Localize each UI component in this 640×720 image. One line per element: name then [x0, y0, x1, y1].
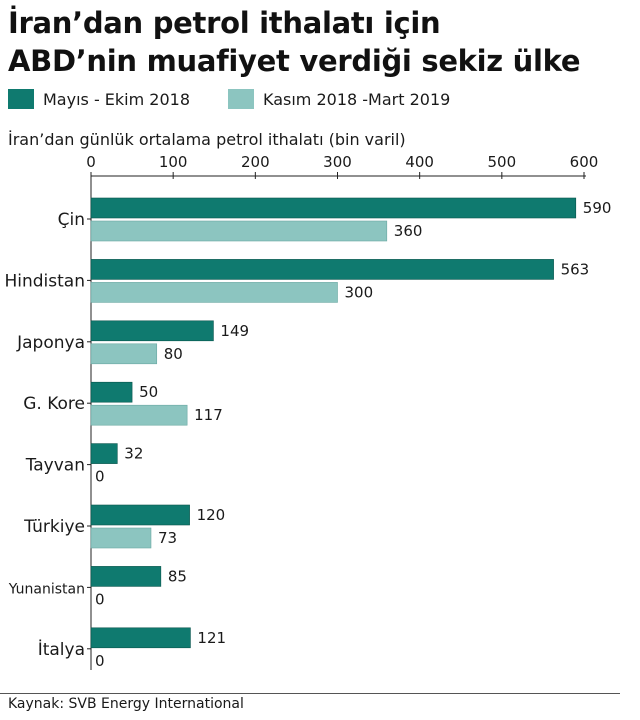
bar-g-kore-nov-mar [90, 404, 188, 426]
data-label-tayvan-may-oct: 32 [124, 445, 143, 463]
category-label-t-rkiye: Türkiye [23, 517, 85, 537]
x-tick-label-400: 400 [405, 153, 434, 171]
bar-japonya-nov-mar [90, 343, 158, 365]
bar-g-kore-may-oct [90, 381, 133, 403]
category-label-hindistan: Hindistan [4, 271, 85, 291]
bar-t-rkiye-nov-mar [90, 527, 152, 549]
category-label-i-talya: İtalya [38, 639, 85, 660]
legend-label-nov-mar: Kasım 2018 -Mart 2019 [263, 89, 451, 109]
bar--in-nov-mar [90, 220, 388, 242]
data-label-hindistan-may-oct: 563 [561, 260, 590, 278]
legend-item-may-oct: Mayıs - Ekim 2018 [8, 86, 190, 112]
x-tick-label-600: 600 [570, 153, 599, 171]
bar-japonya-may-oct [90, 320, 214, 342]
data-label-g-kore-may-oct: 50 [139, 383, 158, 401]
title-line-2: ABD’nin muafiyet verdiği sekiz ülke [8, 44, 581, 78]
x-tick-label-0: 0 [86, 153, 96, 171]
bar-tayvan-may-oct [90, 443, 118, 464]
data-label-japonya-nov-mar: 80 [164, 345, 183, 363]
x-tick-label-500: 500 [488, 153, 517, 171]
source-note: Kaynak: SVB Energy International [8, 696, 244, 712]
data-label-t-rkiye-may-oct: 120 [197, 506, 226, 524]
category-label-g-kore: G. Kore [23, 394, 85, 414]
legend-swatch-may-oct [8, 89, 34, 109]
x-tick-label-200: 200 [241, 153, 270, 171]
legend: Mayıs - Ekim 2018 Kasım 2018 -Mart 2019 [8, 86, 633, 112]
data-label-g-kore-nov-mar: 117 [194, 406, 223, 424]
category-label-japonya: Japonya [16, 333, 85, 353]
legend-item-nov-mar: Kasım 2018 -Mart 2019 [228, 86, 450, 112]
data-label-yunanistan-may-oct: 85 [168, 567, 187, 585]
data-label-yunanistan-nov-mar: 0 [95, 590, 105, 608]
bar-i-talya-may-oct [90, 627, 191, 649]
bar-chart: 0 100 200 300 400 500 600Çin590360Hindistan563… [4, 153, 612, 670]
bar-hindistan-nov-mar [90, 282, 338, 303]
legend-label-may-oct: Mayıs - Ekim 2018 [43, 89, 191, 109]
data-label--in-nov-mar: 360 [394, 222, 423, 240]
data-label-t-rkiye-nov-mar: 73 [158, 529, 177, 547]
data-label-i-talya-may-oct: 121 [197, 629, 226, 647]
data-label-hindistan-nov-mar: 300 [345, 283, 374, 301]
title-line-1: İran’dan petrol ithalatı için [8, 6, 441, 40]
data-label-i-talya-nov-mar: 0 [95, 652, 105, 670]
bar--in-may-oct [90, 197, 577, 219]
data-label--in-may-oct: 590 [583, 199, 612, 217]
x-tick-label-300: 300 [323, 153, 352, 171]
bar-yunanistan-may-oct [90, 566, 162, 587]
category-label-tayvan: Tayvan [25, 456, 85, 476]
data-label-tayvan-nov-mar: 0 [95, 468, 105, 486]
category-label--in: Çin [58, 210, 85, 230]
bar-t-rkiye-may-oct [90, 504, 190, 526]
bar-hindistan-may-oct [90, 259, 554, 280]
legend-swatch-nov-mar [228, 89, 254, 109]
chart-subtitle: İran’dan günlük ortalama petrol ithalatı… [8, 130, 406, 149]
x-tick-label-100: 100 [159, 153, 188, 171]
data-label-japonya-may-oct: 149 [220, 322, 249, 340]
chart-title: İran’dan petrol ithalatı için ABD’nin mu… [8, 4, 633, 80]
footer-divider [0, 693, 620, 694]
category-label-yunanistan: Yunanistan [8, 581, 85, 597]
